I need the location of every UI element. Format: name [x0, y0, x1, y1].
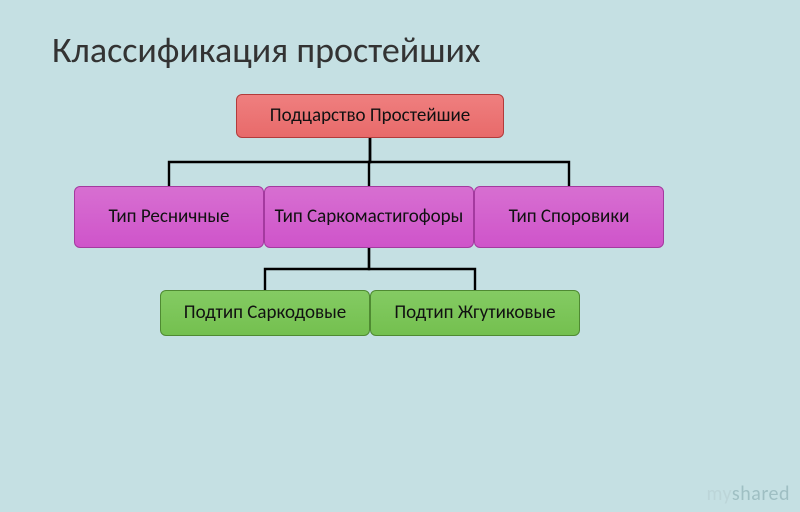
node-root: Подцарство Простейшие	[236, 94, 504, 138]
node-type-sporozoa: Тип Споровики	[474, 186, 664, 248]
node-subtype-flagellata: Подтип Жгутиковые	[370, 290, 580, 336]
node-type-ciliates: Тип Ресничные	[74, 186, 264, 248]
node-subtype-sarcodina: Подтип Саркодовые	[160, 290, 370, 336]
connector-lines	[0, 0, 800, 512]
page-title: Классификация простейших	[52, 28, 481, 72]
watermark-prefix: my	[706, 482, 731, 506]
node-type-sarcomastigophora: Тип Саркомастигофоры	[264, 186, 474, 248]
watermark: myshared	[706, 482, 790, 506]
watermark-emph: shared	[732, 482, 790, 506]
